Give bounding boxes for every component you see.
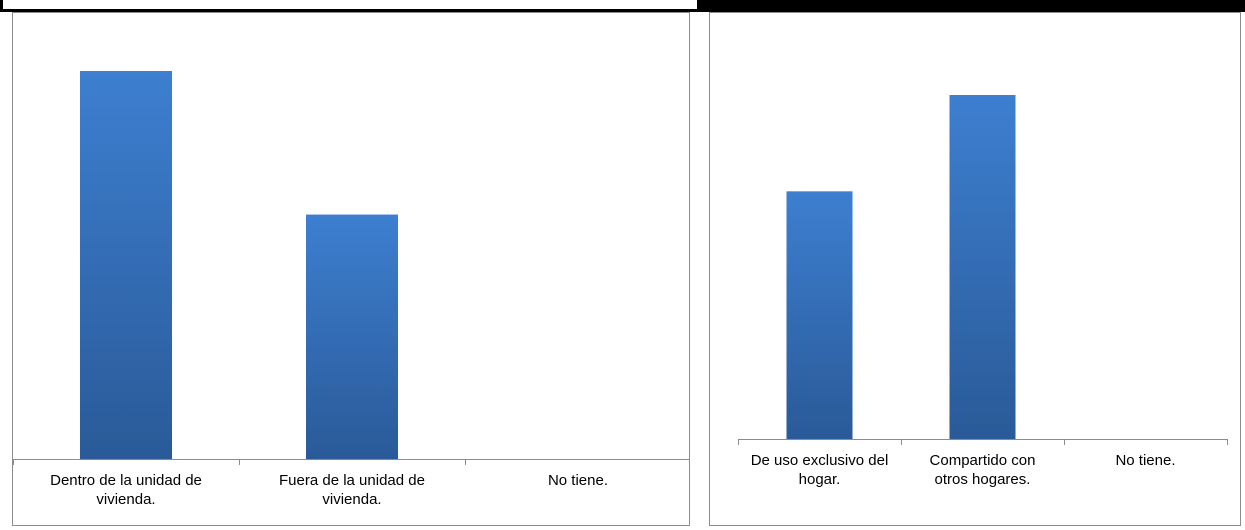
header-strip <box>0 0 1245 12</box>
category-label-1: Dentro de la unidad de vivienda. <box>50 472 202 508</box>
chart-panel-left: Dentro de la unidad de vivienda. Fuera de … <box>12 12 692 526</box>
bar-chart-right: De uso exclusivo del hogar. Compartido con… <box>738 95 1228 488</box>
chart-panel-right: De uso exclusivo del hogar. Compartido con… <box>709 12 1241 526</box>
bar-1 <box>80 71 172 459</box>
bar-1 <box>786 191 853 439</box>
category-label-3: No tiene. <box>548 472 608 489</box>
bar-2 <box>949 95 1016 439</box>
category-label-1: De uso exclusivo del hogar. <box>751 452 889 488</box>
category-label-2: Fuera de la unidad de vivienda. <box>279 472 425 508</box>
header-strip-right <box>700 0 1245 12</box>
bar-2 <box>306 214 398 459</box>
header-strip-left <box>0 0 700 12</box>
header-divider <box>697 0 701 12</box>
bar-chart-left: Dentro de la unidad de vivienda. Fuera de … <box>13 71 692 508</box>
category-label-2: Compartido con otros hogares. <box>930 452 1036 488</box>
category-label-3: No tiene. <box>1115 452 1175 469</box>
